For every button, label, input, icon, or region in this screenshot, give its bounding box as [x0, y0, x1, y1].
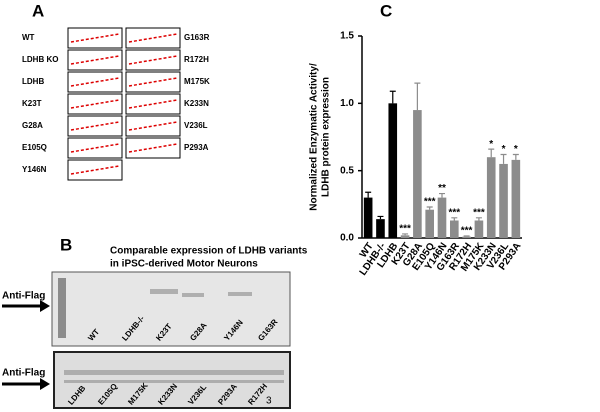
trace-box: [67, 159, 123, 181]
trace-line: [70, 165, 120, 175]
sample-label: G28A: [22, 121, 43, 130]
trace-line: [70, 33, 120, 43]
trace-line: [128, 121, 178, 131]
trace-line: [70, 99, 120, 109]
bar: [425, 209, 434, 238]
trace-box: [125, 137, 181, 159]
error-bar: [475, 217, 482, 221]
sample-label: Y146N: [22, 165, 47, 174]
trace-box: [67, 49, 123, 71]
error-bar: [426, 206, 433, 210]
trace-line: [128, 77, 178, 87]
error-bar: [451, 217, 458, 221]
sample-label: R172H: [184, 55, 209, 64]
trace-line: [70, 143, 120, 153]
bar: [450, 220, 459, 238]
bar: [413, 110, 422, 238]
y-tick-label: 1.0: [340, 98, 354, 109]
bar: [388, 103, 398, 238]
y-tick-label: 0.5: [340, 165, 354, 176]
blot-image: [51, 271, 291, 347]
trace-box: [67, 71, 123, 93]
y-axis-label: LDHB protein expression: [321, 77, 332, 197]
significance-label: ***: [448, 207, 460, 218]
bar: [499, 163, 508, 238]
significance-label: ***: [461, 226, 473, 237]
y-axis-label: Normalized Enzymatic Activity/: [309, 63, 320, 211]
error-bar: [389, 90, 396, 104]
error-bar: [488, 148, 495, 158]
significance-label: *: [489, 139, 493, 150]
sample-label: E105Q: [22, 143, 47, 152]
sample-label: G163R: [184, 33, 210, 42]
blot-title: Comparable expression of LDHB variants: [110, 246, 308, 257]
error-bar: [439, 192, 445, 198]
blot-bands: [58, 278, 284, 383]
trace-line: [70, 121, 120, 131]
trace-line: [70, 55, 120, 65]
sample-label: WT: [22, 33, 35, 42]
sample-label: LDHB: [22, 77, 44, 86]
trace-box: [125, 115, 181, 137]
sample-label: M175K: [184, 77, 210, 86]
error-bar: [402, 233, 409, 236]
trace-box: [67, 137, 123, 159]
trace-box: [67, 93, 123, 115]
significance-label: *: [502, 144, 506, 155]
bar: [363, 197, 373, 238]
antibody-label: Anti-Flag: [2, 368, 45, 379]
sample-label: LDHB KO: [22, 55, 58, 64]
trace-box: [125, 71, 181, 93]
trace-box: [125, 93, 181, 115]
trace-line: [70, 77, 120, 87]
bar: [486, 157, 496, 238]
corner-number: 3: [266, 396, 272, 407]
arrow-head: [40, 378, 50, 390]
trace-line: [128, 143, 178, 153]
blot-title: in iPSC-derived Motor Neurons: [110, 259, 258, 270]
bar: [511, 159, 521, 238]
panel-label: C: [380, 1, 392, 20]
bar: [462, 236, 471, 238]
trace-box: [125, 49, 181, 71]
error-bar: [500, 153, 507, 164]
y-tick-label: 0.0: [340, 233, 354, 244]
trace-line: [128, 99, 178, 109]
significance-label: ***: [473, 207, 485, 218]
y-tick-label: 1.5: [340, 31, 354, 42]
bar: [474, 220, 484, 238]
significance-label: **: [438, 183, 446, 194]
significance-label: *: [514, 144, 518, 155]
significance-label: ***: [424, 197, 436, 208]
bar: [400, 235, 410, 238]
panel-label: A: [32, 1, 44, 20]
error-bar: [463, 235, 470, 237]
antibody-label: Anti-Flag: [2, 291, 45, 302]
trace-box: [67, 27, 123, 49]
trace-box: [67, 115, 123, 137]
error-bar: [414, 82, 421, 111]
error-bar: [512, 153, 519, 160]
trace-line: [128, 55, 178, 65]
bar: [437, 197, 447, 238]
trace-line: [128, 33, 178, 43]
sample-label: K23T: [22, 99, 42, 108]
error-bar: [377, 215, 384, 220]
bar: [376, 219, 385, 238]
sample-label: P293A: [184, 143, 209, 152]
panel-label: B: [60, 235, 72, 254]
error-bar: [365, 191, 372, 198]
arrow-head: [40, 300, 50, 312]
trace-box: [125, 27, 181, 49]
sample-label: V236L: [184, 121, 208, 130]
significance-label: ***: [399, 224, 411, 235]
sample-label: K233N: [184, 99, 209, 108]
